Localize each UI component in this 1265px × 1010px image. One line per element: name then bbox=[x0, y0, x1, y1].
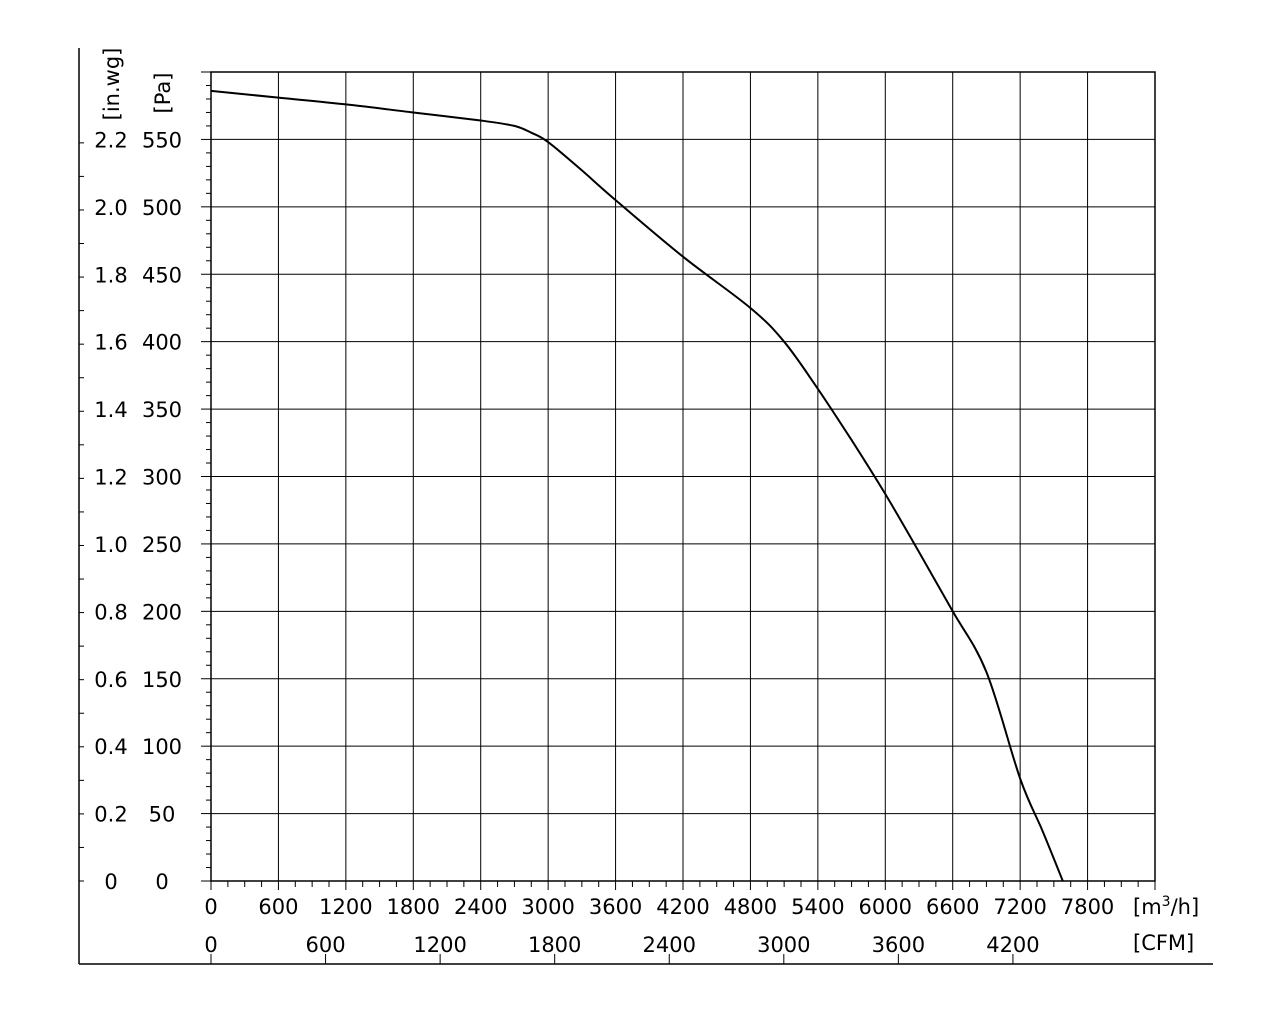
y-tick-label-inwg: 0 bbox=[104, 870, 117, 894]
y-tick-label-pa: 300 bbox=[142, 466, 182, 490]
x-tick-label-m3h: 1800 bbox=[387, 895, 440, 919]
x-tick-label-m3h: 0 bbox=[204, 895, 217, 919]
x-tick-label-m3h: 1200 bbox=[319, 895, 372, 919]
y-tick-label-inwg: 2.2 bbox=[94, 128, 127, 152]
y-tick-label-inwg: 1.8 bbox=[94, 263, 127, 287]
x-tick-label-cfm: 600 bbox=[306, 933, 346, 957]
x-tick-label-m3h: 3600 bbox=[589, 895, 642, 919]
fan-curve-line bbox=[210, 89, 1064, 882]
x-tick-label-cfm: 3600 bbox=[872, 933, 925, 957]
x-tick-label-m3h: 7800 bbox=[1061, 895, 1114, 919]
fan-curve-points bbox=[211, 91, 1063, 881]
y-axis-inwg-label: [in.wg] bbox=[100, 48, 124, 121]
y-tick-label-pa: 200 bbox=[142, 600, 182, 624]
y-tick-label-pa: 250 bbox=[142, 533, 182, 557]
x-tick-label-cfm: 0 bbox=[204, 933, 217, 957]
x-tick-label-m3h: 4200 bbox=[656, 895, 709, 919]
x-tick-label-m3h: 7200 bbox=[993, 895, 1046, 919]
x-axis-m3h-label: [m3/h] bbox=[1133, 894, 1199, 919]
x-tick-label-cfm: 2400 bbox=[643, 933, 696, 957]
y-tick-label-inwg: 0.4 bbox=[94, 735, 127, 759]
y-tick-label-inwg: 2.0 bbox=[94, 196, 127, 220]
x-tick-label-cfm: 1800 bbox=[528, 933, 581, 957]
x-tick-label-m3h: 600 bbox=[258, 895, 298, 919]
x-axis-cfm-ticks: 0 600 1200 1800 2400 3000 3600 4200 bbox=[204, 933, 1040, 964]
x-axis-cfm-label: [CFM] bbox=[1133, 931, 1194, 955]
x-tick-label-cfm: 1200 bbox=[413, 933, 466, 957]
y-axis-inwg-ticks: 0 0.2 0.4 0.6 0.8 1.0 1.2 1.4 1.6 1.8 2.0 2.2 bbox=[94, 128, 127, 894]
x-tick-label-m3h: 5400 bbox=[791, 895, 844, 919]
x-tick-label-m3h: 2400 bbox=[454, 895, 507, 919]
minor-ticks bbox=[79, 71, 1156, 890]
x-axis-m3h-label-prefix: [m bbox=[1133, 895, 1162, 919]
y-tick-label-inwg: 1.4 bbox=[94, 398, 127, 422]
y-tick-label-inwg: 0.6 bbox=[94, 668, 127, 692]
grid-lines bbox=[211, 72, 1155, 881]
y-tick-label-inwg: 1.2 bbox=[94, 466, 127, 490]
y-tick-label-pa: 500 bbox=[142, 196, 182, 220]
y-axis-pa-label: [Pa] bbox=[151, 73, 175, 114]
y-tick-label-pa: 550 bbox=[142, 128, 182, 152]
y-tick-label-pa: 350 bbox=[142, 398, 182, 422]
y-tick-label-inwg: 0.2 bbox=[94, 803, 127, 827]
x-tick-label-cfm: 4200 bbox=[986, 933, 1039, 957]
y-tick-label-pa: 150 bbox=[142, 668, 182, 692]
x-axis-m3h-label-sup: 3 bbox=[1162, 894, 1171, 910]
x-tick-label-m3h: 6000 bbox=[859, 895, 912, 919]
x-axis-m3h-label-suffix: /h] bbox=[1171, 895, 1200, 919]
y-tick-label-pa: 50 bbox=[149, 803, 176, 827]
y-tick-label-pa: 400 bbox=[142, 331, 182, 355]
y-tick-label-pa: 100 bbox=[142, 735, 182, 759]
plot-frame bbox=[210, 71, 1156, 882]
x-tick-label-m3h: 4800 bbox=[724, 895, 777, 919]
x-axis-m3h-ticks: 0 600 1200 1800 2400 3000 3600 4200 4800 5400 6000… bbox=[204, 895, 1114, 919]
y-tick-label-inwg: 1.6 bbox=[94, 331, 127, 355]
x-tick-label-m3h: 6600 bbox=[926, 895, 979, 919]
y-tick-label-pa: 450 bbox=[142, 263, 182, 287]
x-tick-label-cfm: 3000 bbox=[757, 933, 810, 957]
x-tick-label-m3h: 3000 bbox=[521, 895, 574, 919]
y-axis-pa-ticks: 0 50 100 150 200 250 300 350 400 450 500 550 bbox=[142, 128, 182, 894]
y-tick-label-pa: 0 bbox=[155, 870, 168, 894]
y-tick-label-inwg: 1.0 bbox=[94, 533, 127, 557]
y-tick-label-inwg: 0.8 bbox=[94, 600, 127, 624]
